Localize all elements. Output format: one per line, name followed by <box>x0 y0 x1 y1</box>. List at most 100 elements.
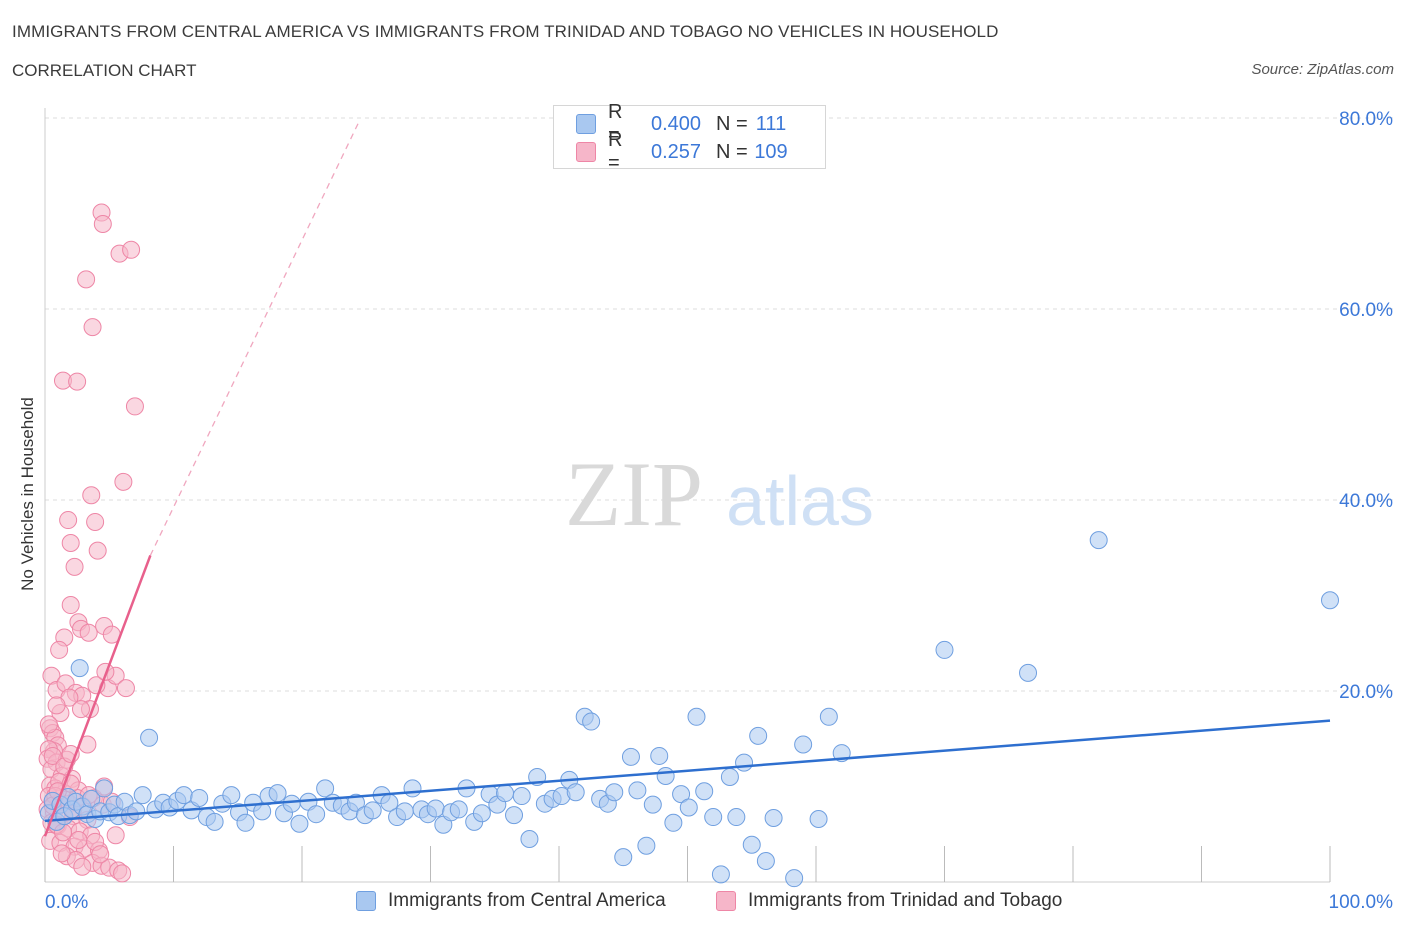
blue-data-point <box>290 814 309 833</box>
legend-n-value: 109 <box>754 140 788 163</box>
blue-data-point <box>785 869 804 888</box>
chart-subtitle: CORRELATION CHART <box>12 61 197 80</box>
blue-data-point <box>363 801 382 820</box>
y-tick-label: 40.0% <box>1339 491 1393 512</box>
pink-data-point <box>73 857 92 876</box>
blue-data-point <box>809 809 828 828</box>
legend-r-label: R = <box>608 101 623 146</box>
source-label: Source: ZipAtlas.com <box>1251 61 1394 78</box>
pink-data-point <box>61 533 80 552</box>
legend-row-central-america: R = 0.400 N = 111 <box>576 101 791 146</box>
pink-data-point <box>50 640 69 659</box>
blue-data-point <box>133 786 152 805</box>
blue-data-point <box>664 813 683 832</box>
blue-data-point <box>127 802 146 821</box>
blue-data-point <box>282 794 301 813</box>
pink-data-point <box>125 397 144 416</box>
blue-data-point <box>935 640 954 659</box>
y-tick-label: 20.0% <box>1339 682 1393 703</box>
series-legend: Immigrants from Central America Immigran… <box>0 890 1406 916</box>
blue-data-point <box>637 836 656 855</box>
y-tick-label: 60.0% <box>1339 300 1393 321</box>
blue-data-point <box>819 707 838 726</box>
legend-row-trinidad-tobago: R = 0.257 N = 109 <box>576 129 791 174</box>
blue-trend-line <box>44 719 1331 823</box>
pink-trend-extension <box>149 119 361 556</box>
blue-data-point <box>95 779 114 798</box>
pink-data-point <box>68 372 87 391</box>
pink-swatch-icon <box>576 142 596 162</box>
blue-data-point <box>140 728 159 747</box>
pink-data-point <box>77 270 96 289</box>
blue-data-point <box>727 808 746 827</box>
blue-data-point <box>1321 591 1339 610</box>
pink-data-point <box>39 715 58 734</box>
pink-trend-line <box>43 554 152 837</box>
blue-data-point <box>735 753 754 772</box>
blue-data-point <box>643 795 662 814</box>
blue-data-point <box>190 788 209 807</box>
legend-n-value: 111 <box>755 112 787 135</box>
blue-data-point <box>720 767 739 786</box>
y-axis-label: No Vehicles in Household <box>18 397 37 591</box>
chart-title: IMMIGRANTS FROM CENTRAL AMERICA VS IMMIG… <box>12 22 999 41</box>
pink-data-point <box>86 512 105 531</box>
blue-data-point <box>70 659 89 678</box>
blue-data-point <box>449 800 468 819</box>
legend-r-value: 0.257 <box>650 140 702 163</box>
blue-data-point <box>236 813 255 832</box>
stats-legend: R = 0.400 N = 111 R = 0.257 N = 109 <box>553 101 826 174</box>
pink-data-point <box>106 826 125 845</box>
pink-data-point <box>65 557 84 576</box>
blue-swatch-icon <box>576 114 596 134</box>
pink-data-point <box>82 486 101 505</box>
pink-data-point <box>79 623 98 642</box>
pink-data-point <box>43 746 62 765</box>
blue-data-point <box>704 808 723 827</box>
y-tick-label: 80.0% <box>1339 109 1393 130</box>
blue-data-point <box>650 746 669 765</box>
pink-data-point <box>93 215 112 234</box>
x-tick-label: 0.0% <box>45 892 88 913</box>
pink-data-point <box>69 830 88 849</box>
blue-data-point <box>496 784 515 803</box>
pink-data-point <box>61 596 80 615</box>
legend-r-label: R = <box>608 129 623 174</box>
blue-data-point <box>316 779 335 798</box>
blue-data-point <box>268 784 287 803</box>
blue-data-point <box>621 747 640 766</box>
pink-data-point <box>59 511 78 530</box>
blue-data-point <box>205 812 224 831</box>
legend-item-label: Immigrants from Central America <box>388 890 666 911</box>
blue-data-point <box>672 785 691 804</box>
blue-data-point <box>687 707 706 726</box>
blue-data-point <box>174 786 193 805</box>
blue-data-point <box>628 781 647 800</box>
pink-swatch-icon <box>716 891 736 911</box>
watermark-atlas: atlas <box>726 462 874 540</box>
blue-data-point <box>566 783 585 802</box>
blue-data-point <box>695 782 714 801</box>
blue-data-point <box>1089 531 1108 550</box>
x-tick-label: 100.0% <box>1329 892 1394 913</box>
legend-n-label: N = <box>716 112 748 135</box>
pink-data-point <box>71 700 90 719</box>
blue-data-point <box>711 865 730 884</box>
legend-item-central-america[interactable]: Immigrants from Central America <box>356 890 666 912</box>
blue-data-point <box>403 779 422 798</box>
legend-item-label: Immigrants from Trinidad and Tobago <box>748 890 1063 911</box>
pink-data-point <box>83 318 102 337</box>
blue-data-point <box>520 830 539 849</box>
pink-data-point <box>91 845 110 864</box>
blue-data-point <box>505 806 524 825</box>
pink-data-point <box>52 844 71 863</box>
blue-swatch-icon <box>356 891 376 911</box>
blue-data-point <box>764 809 783 828</box>
legend-item-trinidad-tobago[interactable]: Immigrants from Trinidad and Tobago <box>716 890 1062 912</box>
pink-data-point <box>113 864 132 883</box>
blue-data-point <box>794 735 813 754</box>
blue-data-point <box>222 786 241 805</box>
blue-data-point <box>512 787 531 806</box>
watermark-zip: ZIP <box>565 443 703 545</box>
